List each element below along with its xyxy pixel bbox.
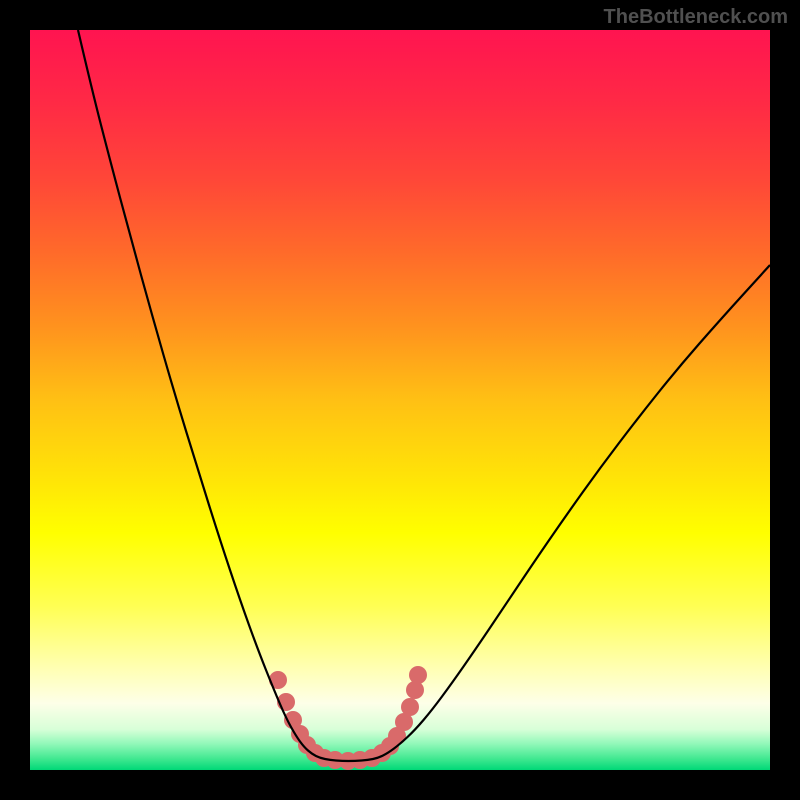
gradient-background bbox=[30, 30, 770, 770]
chart-container: TheBottleneck.com bbox=[0, 0, 800, 800]
watermark-text: TheBottleneck.com bbox=[604, 6, 788, 29]
plot-area bbox=[30, 30, 770, 770]
